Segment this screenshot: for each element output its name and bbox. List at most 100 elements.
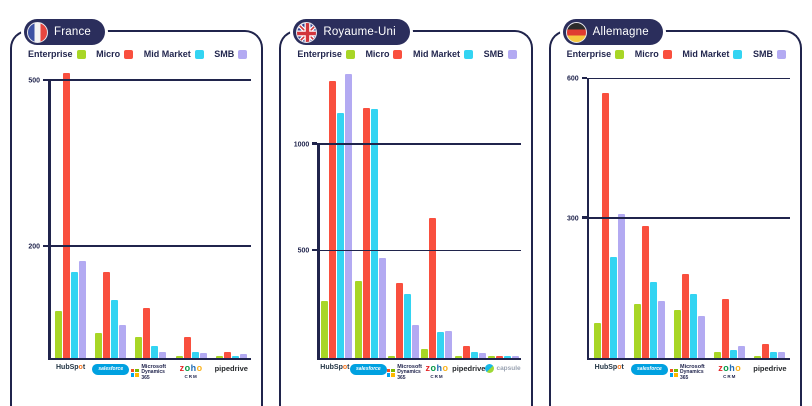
y-tick-label: 200 — [28, 243, 40, 251]
bar-salesforce-smb — [657, 301, 665, 358]
gridline-300 — [586, 216, 790, 219]
chart-panel-fr: France Enterprise Micro Mid Market SMB 500 2… — [10, 19, 264, 406]
bar-hubspot-enterprise — [55, 310, 63, 358]
vendor-logo-salesforce: salesforce — [349, 364, 387, 375]
zoho-logo: zoho — [179, 363, 203, 373]
bar-hubspot-enterprise — [321, 301, 329, 358]
legend-label: Mid Market — [682, 49, 730, 59]
legend-label: Enterprise — [28, 49, 73, 59]
bar-hubspot-micro — [63, 72, 71, 358]
y-tick-label: 500 — [297, 247, 310, 255]
x-axis-baseline — [48, 357, 252, 360]
dynamics-label-line2: Dynamics 365 — [680, 369, 704, 381]
uk-flag-icon — [296, 21, 318, 43]
vendor-logo-hubspot: HubSpot — [320, 364, 350, 371]
legend-item-enterprise: Enterprise — [28, 49, 86, 59]
gridline-200 — [48, 245, 252, 248]
legend-swatch — [124, 49, 134, 59]
bar-group-hubspot — [55, 70, 87, 358]
x-axis-baseline — [586, 357, 790, 360]
bar-group-salesforce — [354, 70, 386, 358]
bar-zoho-micro — [429, 218, 437, 358]
bar-pipedrive-mid-market — [770, 351, 778, 358]
dynamics-label-line2: Dynamics 365 — [397, 369, 421, 381]
y-tick-label: 600 — [566, 75, 579, 83]
bar-hubspot-mid-market — [71, 272, 79, 358]
bar-hubspot-mid-market — [609, 256, 617, 358]
legend-label: Micro — [634, 49, 659, 59]
vendor-logo-dynamics: Microsoft Dynamics 365 — [669, 364, 710, 381]
legend-label: Mid Market — [413, 49, 461, 59]
bar-group-salesforce — [633, 70, 665, 358]
bar-hubspot-enterprise — [593, 322, 601, 358]
bar-pipedrive-micro — [762, 344, 770, 358]
bar-dynamics-mid-market — [404, 294, 411, 358]
legend-swatch — [345, 49, 355, 59]
vendor-logo-zoho: zoho CRM — [171, 363, 211, 380]
legend-swatch — [615, 49, 625, 59]
bar-pipedrive-enterprise — [754, 356, 762, 358]
y-axis — [48, 81, 51, 358]
dynamics-label-line1: Microsoft — [680, 364, 705, 370]
legend: Enterprise Micro Mid Market SMB — [28, 49, 248, 59]
legend-item-mid-market: Mid Market — [413, 49, 474, 59]
bar-group-hubspot — [321, 70, 353, 358]
salesforce-cloud-logo: salesforce — [631, 364, 668, 375]
pipedrive-logo: pipedrive — [753, 364, 787, 373]
legend-item-micro: Micro — [365, 49, 403, 59]
dynamics-label-line1: Microsoft — [141, 364, 167, 370]
bar-pipedrive-smb — [239, 354, 247, 358]
y-tick-label: 500 — [28, 77, 40, 85]
bar-dynamics-micro — [143, 308, 151, 358]
x-axis-baseline — [317, 357, 521, 360]
bar-group-pipedrive — [754, 70, 786, 358]
legend-label: SMB — [214, 49, 235, 59]
bar-salesforce-micro — [641, 225, 649, 358]
bar-salesforce-smb — [119, 324, 127, 358]
bar-dynamics-micro — [396, 283, 403, 358]
bar-zoho-enterprise — [714, 351, 722, 358]
hubspot-logo: HubSpot — [594, 364, 624, 371]
zoho-crm-label: CRM — [184, 374, 198, 379]
pipedrive-logo: pipedrive — [214, 364, 248, 373]
vendor-logo-hubspot: HubSpot — [51, 364, 91, 371]
bar-zoho-smb — [445, 331, 453, 358]
bar-dynamics-smb — [159, 351, 167, 358]
zoho-crm-label: CRM — [723, 374, 737, 379]
bar-groups — [51, 70, 252, 358]
salesforce-cloud-logo: salesforce — [92, 364, 130, 375]
microsoft-dynamics-logo: Microsoft Dynamics 365 — [130, 364, 171, 381]
zoho-crm-label: CRM — [430, 374, 444, 379]
legend-item-micro: Micro — [96, 49, 134, 59]
microsoft-squares-icon — [386, 368, 395, 377]
legend-item-smb: SMB — [214, 49, 248, 59]
legend-item-smb: SMB — [484, 49, 517, 59]
bar-zoho-micro — [722, 298, 730, 358]
bar-groups — [320, 70, 521, 358]
bar-group-dynamics — [388, 70, 419, 358]
legend-label: SMB — [752, 49, 773, 59]
hubspot-sprocket-icon: o — [617, 364, 622, 371]
legend-label: SMB — [483, 49, 504, 59]
bar-group-dynamics — [674, 70, 706, 358]
axis-tick — [43, 244, 48, 248]
hubspot-logo: HubSpot — [55, 364, 86, 371]
gridline-1000 — [317, 142, 521, 145]
bar-zoho-enterprise — [175, 355, 183, 358]
legend-item-enterprise: Enterprise — [297, 49, 355, 59]
country-label: Royaume-Uni — [323, 26, 396, 38]
bar-dynamics-enterprise — [388, 356, 395, 358]
vendor-logos-row: HubSpot salesforce Microsoft Dynamics 365 zo… — [51, 364, 252, 390]
bar-hubspot-micro — [329, 80, 337, 358]
plot-area: 1000 500 — [294, 70, 521, 360]
bar-group-capsule — [488, 70, 520, 358]
legend-swatch — [393, 49, 403, 59]
bar-salesforce-enterprise — [95, 333, 103, 358]
legend-item-smb: SMB — [753, 49, 786, 59]
bar-salesforce-enterprise — [633, 303, 641, 358]
microsoft-squares-icon — [669, 368, 678, 377]
bar-zoho-enterprise — [421, 349, 429, 358]
legend: Enterprise Micro Mid Market SMB — [567, 49, 786, 59]
legend-swatch — [776, 49, 786, 59]
vendor-logos-row: HubSpot salesforce Microsoft Dynamics 365 zo… — [589, 364, 790, 390]
